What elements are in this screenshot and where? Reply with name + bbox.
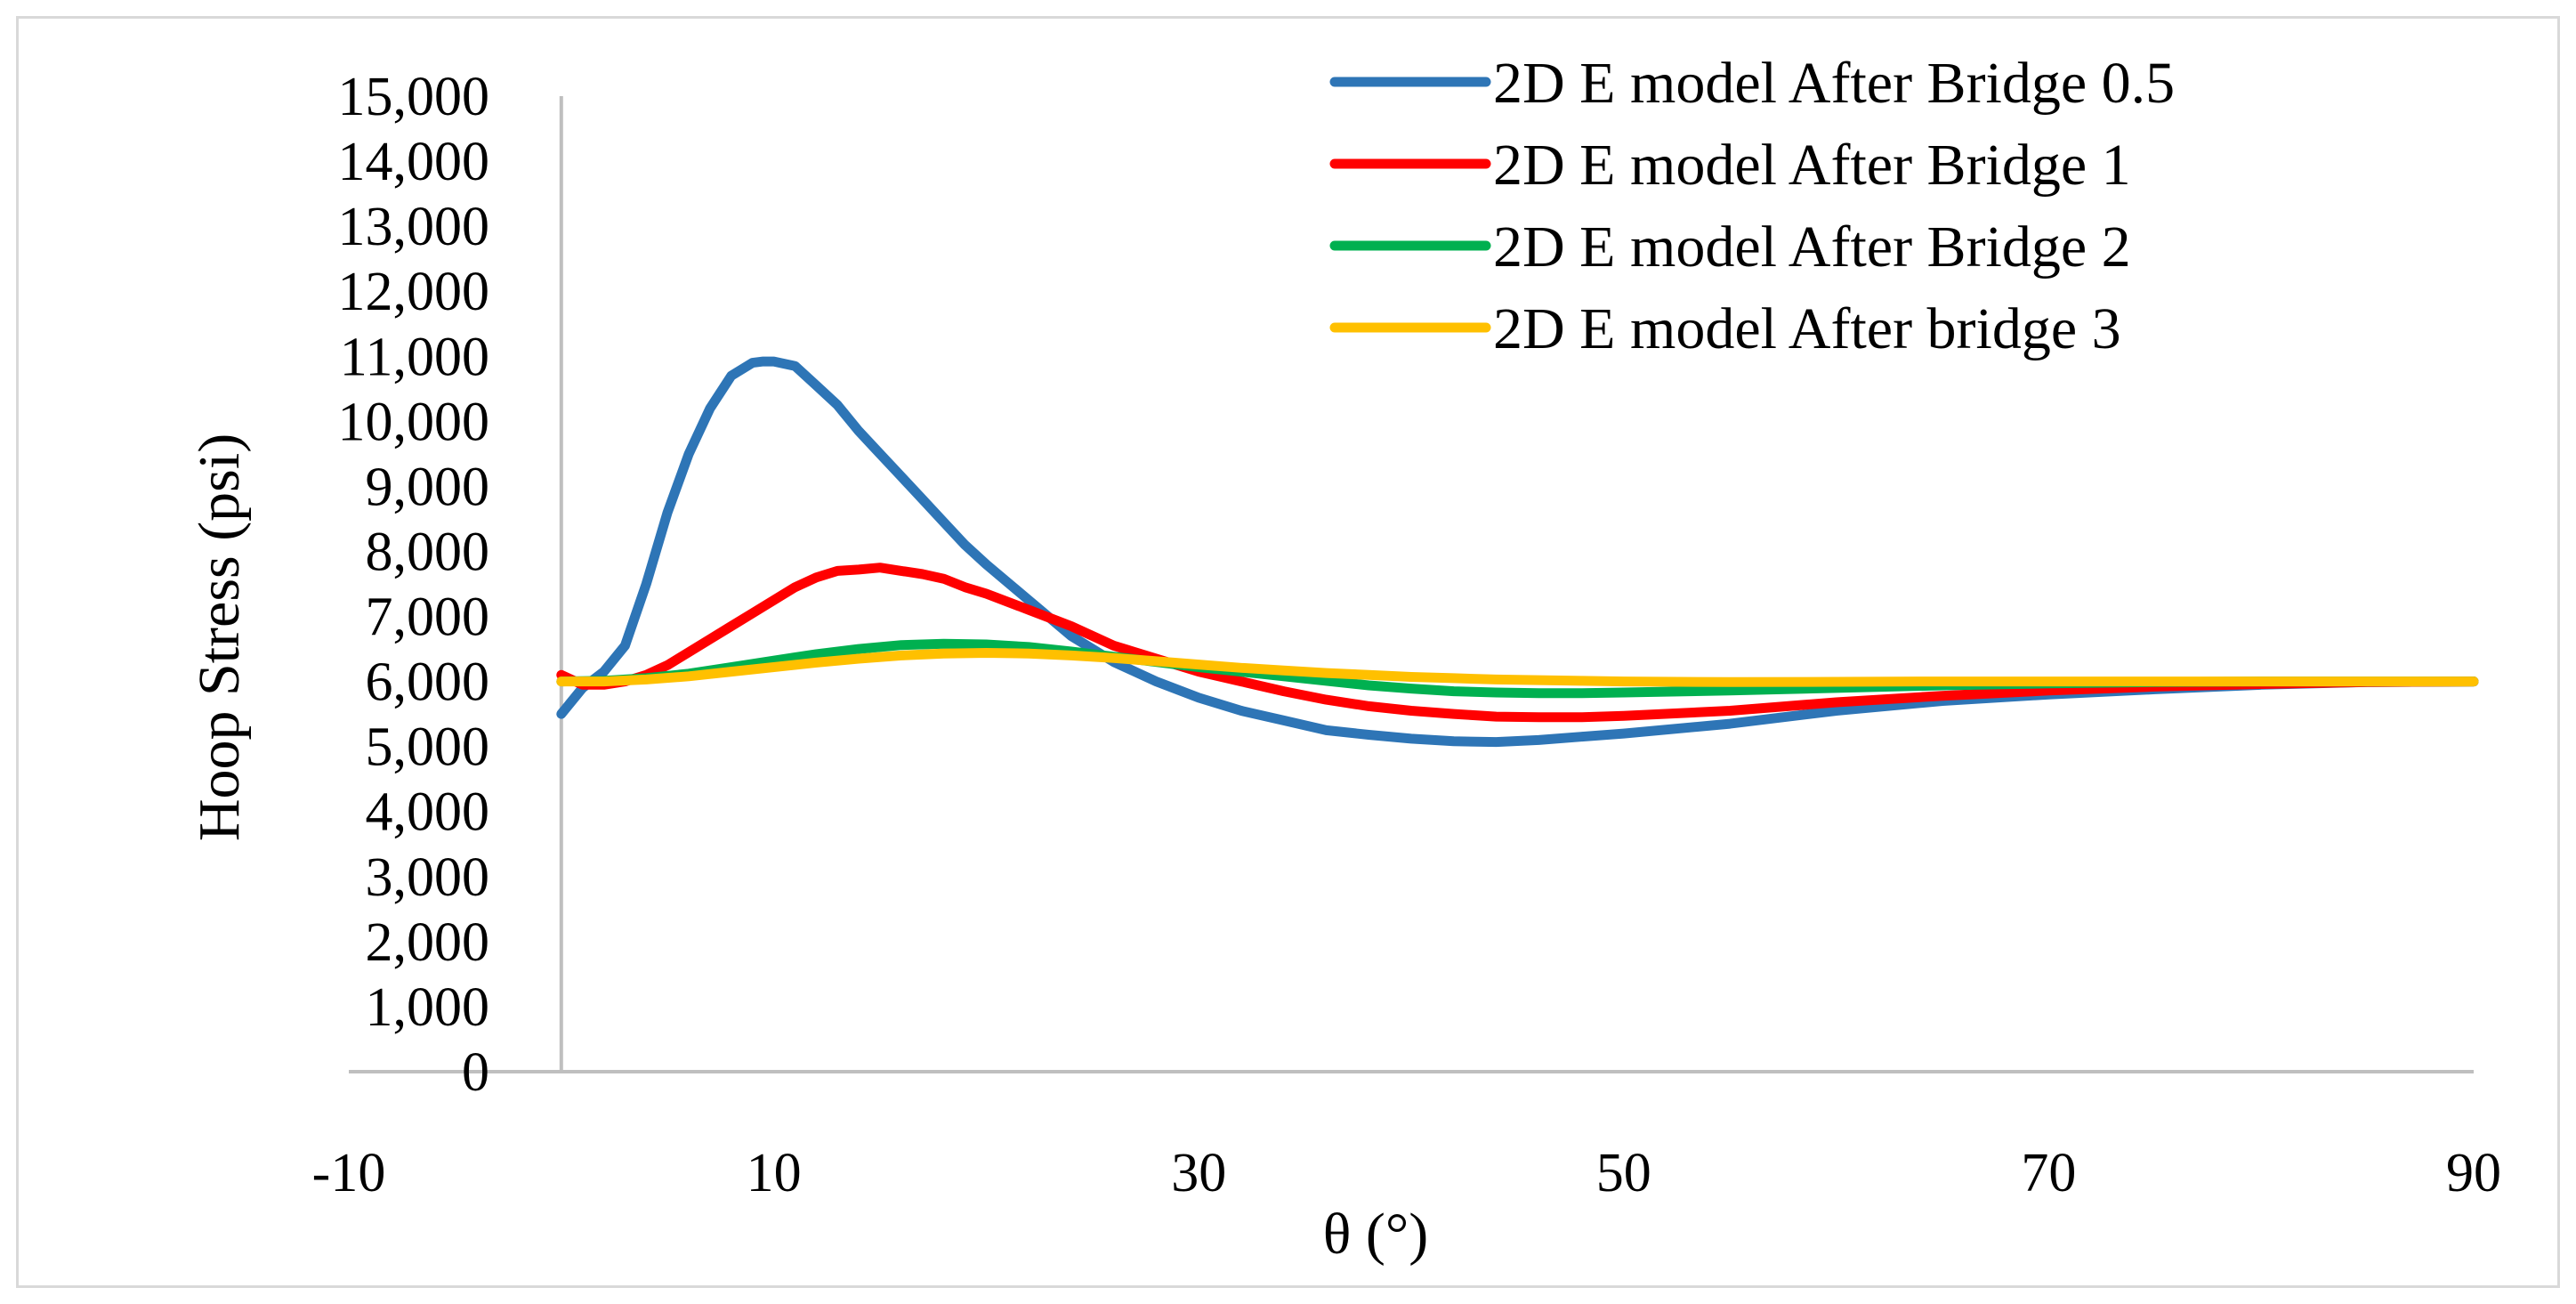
legend-label-2d-e-model-after-bridge-0-5: 2D E model After Bridge 0.5 [1493, 51, 2175, 116]
y-tick-label: 6,000 [366, 652, 490, 713]
x-axis-title: θ (°) [1323, 1202, 1428, 1267]
series-line-2d-e-model-after-bridge-0-5 [556, 356, 2479, 748]
legend-label-2d-e-model-after-bridge-3: 2D E model After bridge 3 [1493, 296, 2121, 361]
tick-labels: 01,0002,0003,0004,0005,0006,0007,0008,00… [312, 67, 2501, 1203]
chart-frame [16, 16, 2560, 1288]
y-tick-label: 14,000 [338, 132, 490, 192]
y-tick-label: 0 [462, 1042, 489, 1103]
y-tick-label: 11,000 [340, 327, 489, 387]
y-tick-label: 5,000 [366, 717, 490, 778]
y-tick-label: 7,000 [366, 587, 490, 648]
y-tick-label: 8,000 [366, 522, 490, 582]
x-tick-label: 70 [2021, 1143, 2076, 1203]
x-tick-label: 50 [1596, 1143, 1651, 1203]
y-tick-label: 10,000 [338, 392, 490, 452]
y-tick-label: 13,000 [338, 197, 490, 257]
y-tick-label: 3,000 [366, 847, 490, 908]
y-tick-label: 2,000 [366, 912, 490, 973]
x-tick-label: 30 [1171, 1143, 1226, 1203]
y-tick-label: 15,000 [338, 67, 490, 127]
y-tick-label: 12,000 [338, 262, 490, 322]
series-layer [556, 356, 2479, 748]
x-tick-label: 10 [747, 1143, 802, 1203]
series-line-2d-e-model-after-bridge-1 [556, 563, 2479, 723]
legend-label-2d-e-model-after-bridge-1: 2D E model After Bridge 1 [1493, 133, 2131, 198]
x-tick-label: 90 [2446, 1143, 2501, 1203]
legend: 2D E model After Bridge 0.5 2D E model Af… [1329, 51, 2175, 361]
axes [349, 96, 2474, 1073]
x-tick-label: -10 [312, 1143, 386, 1203]
y-tick-label: 9,000 [366, 457, 490, 517]
series-line-2d-e-model-after-bridge-3 [556, 648, 2479, 687]
y-tick-label: 4,000 [366, 782, 490, 843]
y-tick-label: 1,000 [366, 977, 490, 1038]
y-axis-title: Hoop Stress (psi) [187, 433, 252, 841]
legend-label-2d-e-model-after-bridge-2: 2D E model After Bridge 2 [1493, 215, 2131, 279]
